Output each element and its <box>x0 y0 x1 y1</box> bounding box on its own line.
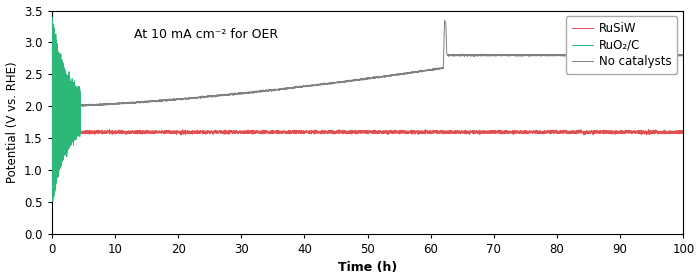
RuSiW <box>54 126 62 129</box>
No catalysts <box>467 53 475 57</box>
Line: No catalysts: No catalysts <box>52 20 683 107</box>
RuSiW <box>550 130 558 133</box>
No catalysts <box>51 105 60 109</box>
Line: RuSiW: RuSiW <box>52 127 683 138</box>
RuO₂/C <box>48 16 57 19</box>
RuSiW <box>679 130 687 133</box>
No catalysts <box>94 103 102 106</box>
RuSiW <box>48 134 56 137</box>
RuSiW <box>421 130 430 134</box>
RuO₂/C <box>52 67 61 70</box>
RuSiW <box>516 129 524 133</box>
Y-axis label: Potential (V vs. RHE): Potential (V vs. RHE) <box>6 61 19 183</box>
RuSiW <box>80 130 88 134</box>
RuSiW <box>449 131 457 134</box>
RuO₂/C <box>72 94 80 97</box>
Text: At 10 mA cm⁻² for OER: At 10 mA cm⁻² for OER <box>134 29 278 41</box>
No catalysts <box>463 55 472 58</box>
RuO₂/C <box>48 200 57 203</box>
No catalysts <box>48 104 56 108</box>
RuO₂/C <box>60 71 68 74</box>
RuO₂/C <box>76 116 84 120</box>
No catalysts <box>53 105 62 108</box>
Legend: RuSiW, RuO₂/C, No catalysts: RuSiW, RuO₂/C, No catalysts <box>566 17 678 74</box>
RuO₂/C <box>51 56 60 59</box>
No catalysts <box>679 54 687 57</box>
RuO₂/C <box>48 106 56 110</box>
No catalysts <box>440 18 449 22</box>
RuSiW <box>48 137 57 140</box>
No catalysts <box>269 88 277 92</box>
X-axis label: Time (h): Time (h) <box>338 262 397 274</box>
RuO₂/C <box>76 95 85 98</box>
Line: RuO₂/C: RuO₂/C <box>52 17 80 201</box>
RuO₂/C <box>59 143 67 146</box>
RuSiW <box>276 130 285 134</box>
No catalysts <box>374 75 383 79</box>
